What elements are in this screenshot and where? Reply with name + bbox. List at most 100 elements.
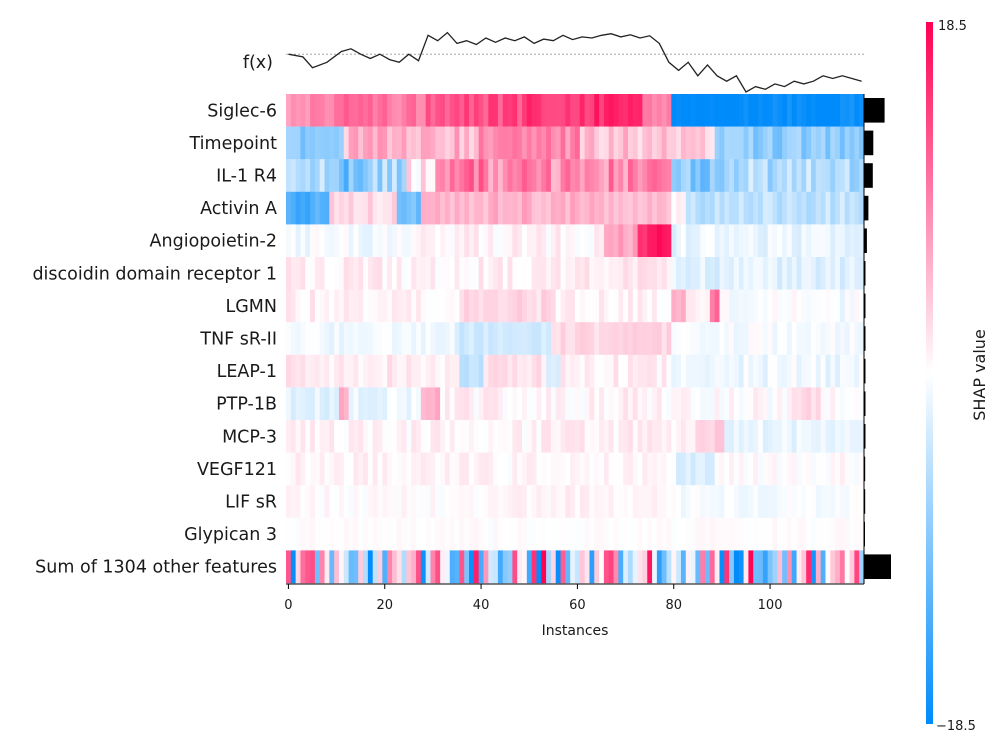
heatmap-cell	[531, 452, 537, 486]
heatmap-cell	[637, 387, 643, 421]
heatmap-cell	[396, 159, 402, 192]
heatmap-cell	[286, 94, 292, 127]
heatmap-cell	[295, 550, 301, 584]
heatmap-cell	[497, 159, 504, 192]
heatmap-cell	[695, 420, 701, 453]
heatmap-cell	[473, 257, 480, 290]
heatmap-cell	[849, 224, 855, 258]
colorbar-gradient	[926, 22, 933, 724]
heatmap-cell	[334, 452, 340, 486]
heatmap-cell	[835, 94, 841, 127]
heatmap-cell	[666, 94, 672, 127]
heatmap-cell	[546, 289, 552, 323]
heatmap-cell	[714, 354, 720, 388]
heatmap-cell	[647, 224, 653, 258]
heatmap-cell	[709, 452, 716, 486]
heatmap-cell	[411, 94, 417, 127]
heatmap-cell	[642, 517, 648, 551]
heatmap-cell	[786, 257, 793, 290]
heatmap-cell	[444, 550, 451, 584]
heatmap-cell	[676, 387, 682, 421]
heatmap-cell	[801, 387, 807, 421]
heatmap-cell	[464, 191, 470, 225]
heatmap-cell	[449, 257, 455, 290]
heatmap-cell	[387, 550, 393, 584]
heatmap-cell	[849, 322, 855, 355]
heatmap-cell	[483, 257, 489, 290]
x-tick-label: 20	[376, 598, 393, 613]
heatmap-cell	[338, 159, 345, 192]
heatmap-cell	[444, 289, 451, 323]
heatmap-cell	[334, 517, 340, 551]
heatmap-cell	[700, 191, 706, 225]
heatmap-cell	[700, 387, 706, 421]
heatmap-cell	[762, 289, 769, 323]
heatmap-cell	[623, 257, 629, 290]
heatmap-cell	[661, 322, 667, 355]
heatmap-cell	[719, 126, 725, 160]
heatmap-cell	[449, 159, 455, 192]
heatmap-cell	[334, 289, 340, 323]
heatmap-cell	[748, 289, 754, 323]
heatmap-cell	[512, 485, 518, 518]
heatmap-cell	[676, 354, 682, 388]
heatmap-cell	[522, 224, 528, 258]
heatmap-cell	[589, 420, 595, 453]
heatmap-cell	[801, 159, 807, 192]
heatmap-cell	[738, 126, 744, 160]
heatmap-cell	[618, 159, 624, 192]
heatmap-cell	[372, 257, 378, 290]
heatmap-cell	[319, 94, 325, 127]
heatmap-cell	[796, 322, 802, 355]
heatmap-cell	[652, 126, 658, 160]
heatmap-cell	[565, 550, 571, 584]
heatmap-cell	[830, 420, 836, 453]
heatmap-cell	[435, 257, 441, 290]
x-tick-label: 60	[569, 598, 586, 613]
heatmap-cell	[560, 257, 566, 290]
heatmap-cell	[589, 354, 595, 388]
heatmap-cell	[411, 126, 417, 160]
heatmap-cell	[796, 159, 802, 192]
fx-label: f(x)	[243, 53, 273, 73]
heatmap-cell	[652, 94, 658, 127]
heatmap-cell	[387, 159, 393, 192]
heatmap-cell	[714, 420, 720, 453]
heatmap-cell	[314, 485, 321, 518]
heatmap-cell	[815, 159, 822, 192]
heatmap-cell	[825, 126, 831, 160]
heatmap-cell	[579, 257, 586, 290]
heatmap-cell	[435, 354, 441, 388]
heatmap-cell	[324, 322, 330, 355]
heatmap-cell	[305, 354, 311, 388]
heatmap-cell	[666, 224, 672, 258]
heatmap-cell	[401, 354, 407, 388]
importance-bar	[864, 456, 866, 482]
heatmap-cell	[406, 387, 412, 421]
heatmap-cell	[420, 159, 427, 192]
heatmap-cell	[488, 550, 494, 584]
heatmap-cell	[705, 420, 711, 453]
heatmap-cell	[647, 452, 653, 486]
heatmap-cell	[377, 159, 383, 192]
heatmap-cell	[830, 452, 836, 486]
heatmap-cell	[541, 191, 547, 225]
heatmap-cell	[295, 126, 301, 160]
heatmap-cell	[391, 257, 398, 290]
heatmap-cell	[459, 94, 465, 127]
heatmap-cell	[555, 159, 561, 192]
heatmap-cell	[416, 420, 422, 453]
heatmap-cell	[522, 191, 528, 225]
heatmap-cell	[396, 517, 402, 551]
heatmap-cell	[469, 257, 475, 290]
heatmap-cell	[700, 94, 706, 127]
heatmap-cell	[478, 159, 484, 192]
heatmap-cell	[758, 257, 764, 290]
importance-bar	[864, 228, 867, 253]
heatmap-cell	[416, 94, 422, 127]
heatmap-cell	[599, 420, 605, 453]
heatmap-cell	[839, 387, 846, 421]
heatmap-cell	[753, 159, 759, 192]
heatmap-cell	[565, 322, 571, 355]
heatmap-cell	[406, 420, 412, 453]
